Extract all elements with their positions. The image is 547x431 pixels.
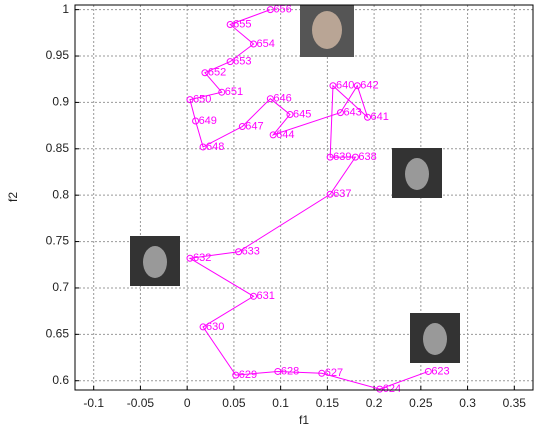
point-marker bbox=[201, 69, 209, 77]
point-marker bbox=[186, 254, 194, 262]
point-label: 652 bbox=[208, 67, 226, 79]
point-marker bbox=[186, 96, 194, 104]
point-label: 629 bbox=[239, 369, 257, 381]
y-tick-label: 0.75 bbox=[46, 234, 70, 248]
x-tick-label: -0.1 bbox=[83, 396, 104, 410]
x-tick-label: 0.35 bbox=[503, 396, 527, 410]
point-marker bbox=[250, 292, 258, 300]
point-label: 650 bbox=[193, 94, 211, 106]
point-label: 627 bbox=[325, 367, 343, 379]
point-label: 633 bbox=[242, 246, 260, 258]
x-tick-label: 0.05 bbox=[222, 396, 246, 410]
point-marker bbox=[318, 369, 326, 377]
face bbox=[405, 158, 429, 190]
point-label: 632 bbox=[193, 252, 211, 264]
y-tick-label: 0.8 bbox=[52, 187, 69, 201]
y-axis-label: f2 bbox=[6, 192, 20, 202]
point-label: 648 bbox=[206, 141, 224, 153]
point-label: 647 bbox=[245, 120, 263, 132]
point-label: 639 bbox=[333, 151, 351, 163]
point-label: 628 bbox=[281, 365, 299, 377]
y-tick-label: 0.9 bbox=[52, 95, 69, 109]
y-tick-label: 0.95 bbox=[46, 48, 70, 62]
point-marker bbox=[226, 20, 234, 28]
point-label: 637 bbox=[333, 188, 351, 200]
x-tick-label: -0.05 bbox=[127, 396, 155, 410]
y-tick-label: 0.65 bbox=[46, 327, 70, 341]
series: 623 624 627 628 629 630 631 632 633 637 638 639 640 6… bbox=[186, 4, 450, 395]
point-marker bbox=[218, 88, 226, 96]
point-marker bbox=[266, 6, 274, 14]
point-marker bbox=[269, 131, 277, 139]
point-label: 630 bbox=[206, 321, 224, 333]
trajectory-line bbox=[188, 9, 429, 390]
point-label: 654 bbox=[257, 38, 275, 50]
point-label: 642 bbox=[360, 80, 378, 92]
point-marker bbox=[266, 95, 274, 103]
face bbox=[143, 246, 167, 278]
plot-area bbox=[75, 5, 533, 390]
point-label: 640 bbox=[336, 80, 354, 92]
point-marker bbox=[192, 117, 200, 125]
point-marker bbox=[199, 323, 207, 331]
point-label: 643 bbox=[343, 107, 361, 119]
point-marker bbox=[226, 58, 234, 66]
point-label: 638 bbox=[358, 151, 376, 163]
point-marker bbox=[286, 110, 294, 118]
y-tick-label: 0.6 bbox=[52, 373, 69, 387]
face bbox=[312, 11, 342, 49]
point-marker bbox=[376, 385, 384, 393]
point-label: 645 bbox=[293, 108, 311, 120]
x-tick-label: 0 bbox=[184, 396, 191, 410]
point-marker bbox=[336, 109, 344, 117]
y-tick-label: 0.7 bbox=[52, 280, 69, 294]
point-marker bbox=[238, 123, 246, 131]
point-marker bbox=[353, 82, 361, 90]
point-marker bbox=[326, 190, 334, 198]
y-tick-label: 1 bbox=[62, 2, 69, 16]
point-marker bbox=[364, 113, 372, 121]
point-label: 624 bbox=[383, 383, 401, 395]
point-label: 655 bbox=[233, 18, 251, 30]
point-label: 631 bbox=[257, 290, 275, 302]
point-marker bbox=[329, 82, 337, 90]
x-tick-label: 0.15 bbox=[316, 396, 340, 410]
point-label: 653 bbox=[233, 55, 251, 67]
point-marker bbox=[424, 367, 432, 375]
point-marker bbox=[199, 143, 207, 151]
point-marker bbox=[351, 153, 359, 161]
x-tick-label: 0.2 bbox=[366, 396, 383, 410]
x-tick-label: 0.1 bbox=[272, 396, 289, 410]
point-label: 644 bbox=[276, 129, 294, 141]
x-tick-label: 0.25 bbox=[409, 396, 433, 410]
point-label: 641 bbox=[371, 111, 389, 123]
point-marker bbox=[250, 40, 258, 48]
point-label: 651 bbox=[225, 86, 243, 98]
y-tick-label: 0.85 bbox=[46, 141, 70, 155]
point-marker bbox=[232, 371, 240, 379]
point-label: 649 bbox=[199, 115, 217, 127]
x-axis-label: f1 bbox=[299, 413, 309, 427]
point-label: 656 bbox=[273, 4, 291, 16]
x-tick-label: 0.3 bbox=[459, 396, 476, 410]
face bbox=[423, 323, 447, 355]
plot-frame bbox=[74, 4, 534, 391]
point-marker bbox=[274, 367, 282, 375]
point-marker bbox=[235, 248, 243, 256]
point-label: 623 bbox=[431, 365, 449, 377]
point-label: 646 bbox=[273, 93, 291, 105]
point-marker bbox=[326, 153, 334, 161]
